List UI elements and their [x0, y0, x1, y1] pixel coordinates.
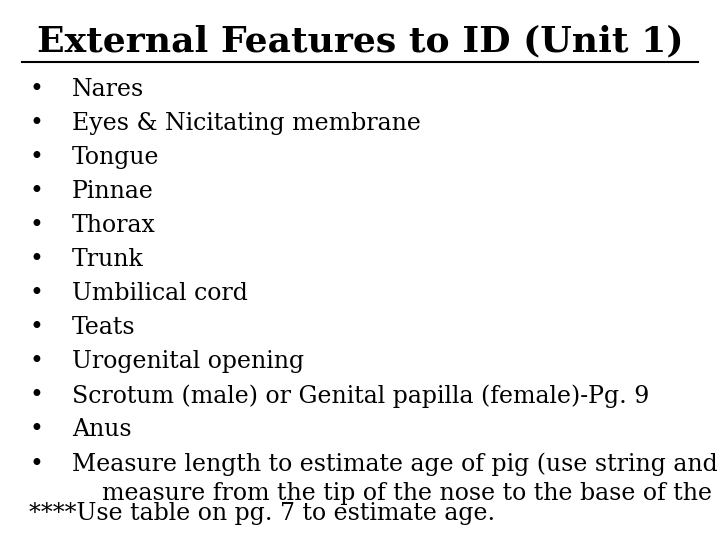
Text: Urogenital opening: Urogenital opening [72, 350, 304, 374]
Text: •: • [29, 146, 43, 170]
Text: •: • [29, 78, 43, 102]
Text: Teats: Teats [72, 316, 135, 340]
Text: Tongue: Tongue [72, 146, 160, 170]
Text: •: • [29, 453, 43, 476]
Text: Eyes & Nicitating membrane: Eyes & Nicitating membrane [72, 112, 421, 136]
Text: •: • [29, 418, 43, 442]
Text: ****Use table on pg. 7 to estimate age.: ****Use table on pg. 7 to estimate age. [29, 502, 495, 525]
Text: •: • [29, 180, 43, 204]
Text: Thorax: Thorax [72, 214, 156, 238]
Text: •: • [29, 248, 43, 272]
Text: Pinnae: Pinnae [72, 180, 154, 204]
Text: Trunk: Trunk [72, 248, 144, 272]
Text: Scrotum (male) or Genital papilla (female)-Pg. 9: Scrotum (male) or Genital papilla (femal… [72, 384, 649, 408]
Text: Nares: Nares [72, 78, 144, 102]
Text: •: • [29, 282, 43, 306]
Text: •: • [29, 384, 43, 408]
Text: •: • [29, 112, 43, 136]
Text: •: • [29, 316, 43, 340]
Text: Umbilical cord: Umbilical cord [72, 282, 248, 306]
Text: Measure length to estimate age of pig (use string and
    measure from the tip o: Measure length to estimate age of pig (u… [72, 453, 720, 505]
Text: External Features to ID (Unit 1): External Features to ID (Unit 1) [37, 24, 683, 58]
Text: •: • [29, 350, 43, 374]
Text: Anus: Anus [72, 418, 132, 442]
Text: •: • [29, 214, 43, 238]
